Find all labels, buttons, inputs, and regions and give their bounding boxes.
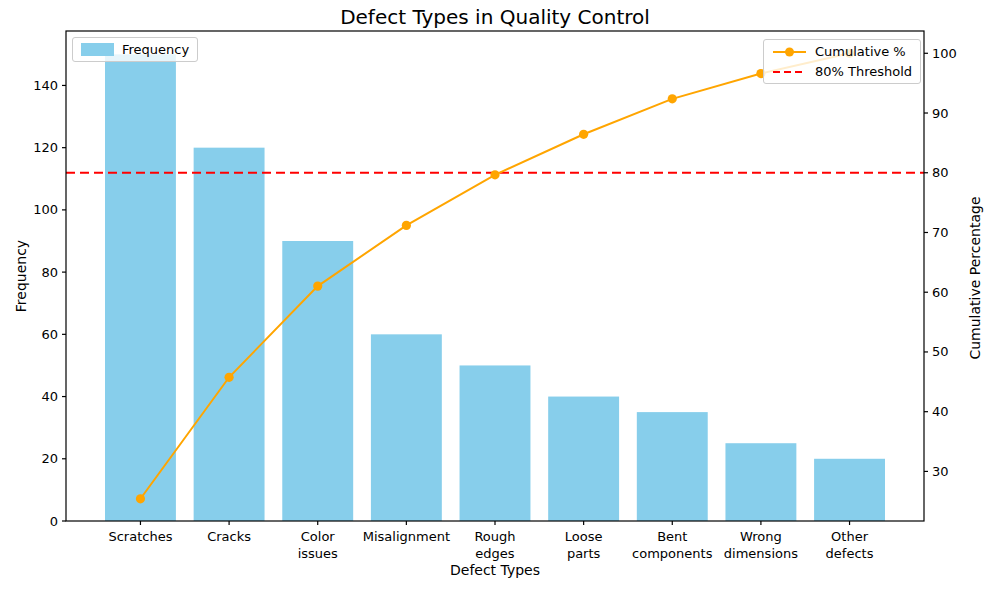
frequency-bar	[725, 443, 796, 521]
left-y-tick-label: 120	[33, 140, 58, 155]
left-y-tick-label: 140	[33, 78, 58, 93]
legend-item-threshold: 80% Threshold	[772, 64, 912, 79]
x-tick-label: Misalignment	[363, 529, 450, 544]
legend-label-cumulative: Cumulative %	[815, 44, 906, 59]
left-y-tick-label: 40	[41, 389, 58, 404]
x-tick-label: Looseparts	[565, 529, 603, 561]
left-axis-label: Frequency	[13, 240, 29, 312]
left-y-tick-label: 20	[41, 451, 58, 466]
cumulative-point	[224, 373, 233, 382]
frequency-bar	[548, 397, 619, 521]
cumulative-line-marker-icon	[772, 45, 807, 59]
legend-label-frequency: Frequency	[122, 42, 189, 57]
frequency-bar	[194, 148, 265, 521]
cumulative-point	[313, 282, 322, 291]
cumulative-point	[136, 494, 145, 503]
x-tick-label: Scratches	[108, 529, 172, 544]
frequency-bar	[460, 365, 531, 521]
frequency-swatch-icon	[81, 43, 114, 56]
frequency-bar	[814, 459, 885, 521]
cumulative-point	[579, 130, 588, 139]
x-tick-label: Otherdefects	[826, 529, 874, 561]
right-y-tick-label: 90	[932, 106, 949, 121]
pareto-chart-figure: Defect Types in Quality Control 02040608…	[0, 0, 989, 590]
x-tick-label: Wrongdimensions	[724, 529, 798, 561]
frequency-bar	[637, 412, 708, 521]
right-y-tick-label: 50	[932, 344, 949, 359]
cumulative-point	[402, 221, 411, 230]
x-tick-label: Roughedges	[474, 529, 515, 561]
frequency-bar	[105, 54, 176, 521]
x-tick-label: Bentcomponents	[632, 529, 713, 561]
legend-item-cumulative: Cumulative %	[772, 44, 912, 59]
x-axis-label: Defect Types	[66, 562, 924, 578]
right-y-tick-label: 40	[932, 404, 949, 419]
left-y-tick-label: 0	[50, 514, 58, 529]
right-y-tick-label: 60	[932, 285, 949, 300]
frequency-bar	[371, 334, 442, 521]
right-y-tick-label: 70	[932, 225, 949, 240]
left-y-tick-label: 60	[41, 327, 58, 342]
right-y-tick-label: 80	[932, 165, 949, 180]
legend-cumulative: Cumulative % 80% Threshold	[763, 39, 921, 84]
cumulative-point	[668, 94, 677, 103]
right-axis-label: Cumulative Percentage	[967, 196, 983, 359]
threshold-dashed-line-icon	[772, 65, 807, 79]
legend-label-threshold: 80% Threshold	[815, 64, 912, 79]
legend-frequency: Frequency	[72, 37, 198, 62]
right-y-tick-label: 30	[932, 464, 949, 479]
right-y-tick-label: 100	[932, 46, 957, 61]
cumulative-point	[490, 170, 499, 179]
left-y-tick-label: 100	[33, 202, 58, 217]
legend-item-frequency: Frequency	[81, 42, 189, 57]
plot-area: 0 20 40 60 80 100 120 140 30 40 50 60 70 80 90 100 Scrat…	[0, 0, 989, 590]
x-tick-label: Colorissues	[298, 529, 338, 561]
x-tick-label: Cracks	[207, 529, 251, 544]
left-y-tick-label: 80	[41, 265, 58, 280]
